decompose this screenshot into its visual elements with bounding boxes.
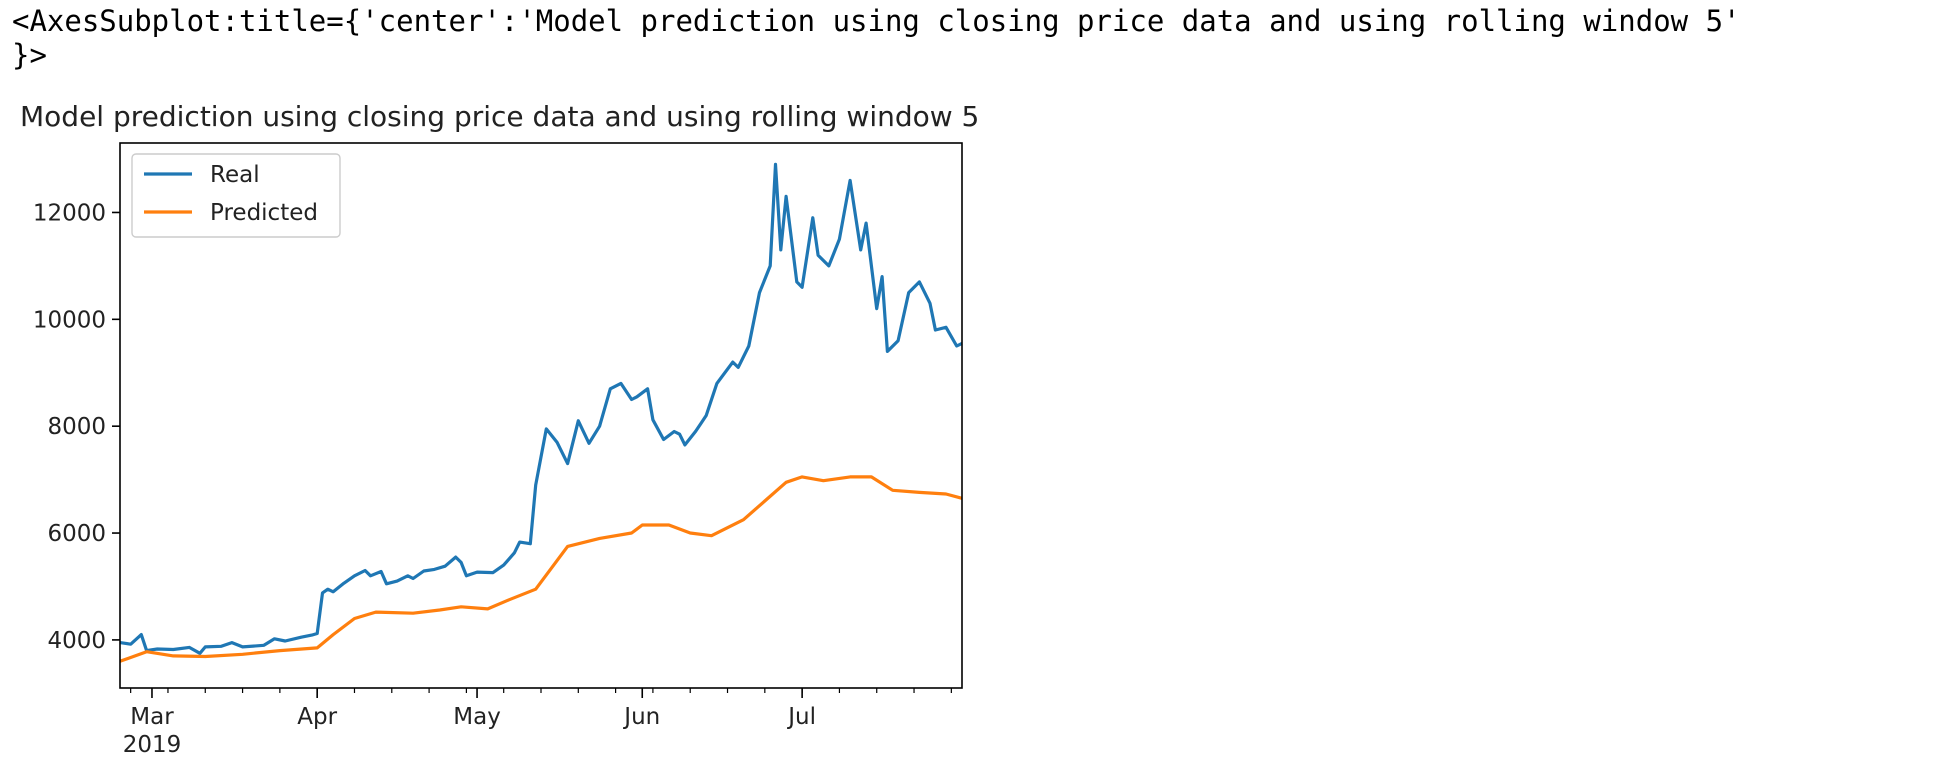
x-tick-label: May [453, 704, 501, 730]
series-layer [119, 162, 963, 663]
y-tick-label: 6000 [47, 521, 106, 547]
series-line-real [119, 162, 963, 655]
output-repr-line-1: <AxesSubplot:title={'center':'Model pred… [12, 4, 1741, 38]
output-repr-line-2: }> [12, 38, 47, 72]
output-repr: <AxesSubplot:title={'center':'Model pred… [12, 4, 1741, 72]
y-axis: 4000 6000 8000 10000 12000 [33, 200, 120, 654]
x-tick-label: Jul [786, 704, 816, 730]
y-tick-label: 8000 [47, 414, 106, 440]
x-tick-label: Apr [297, 704, 337, 730]
chart-title: Model prediction using closing price dat… [20, 100, 979, 133]
legend-label-predicted: Predicted [210, 200, 318, 226]
y-tick-label: 12000 [33, 200, 106, 226]
x-tick-label: Jun [622, 704, 660, 730]
x-tick-sublabel: 2019 [123, 732, 182, 758]
legend: Real Predicted [131, 153, 341, 238]
x-tick-label: Mar [130, 704, 174, 730]
series-line-predicted [119, 475, 963, 663]
legend-label-real: Real [210, 162, 260, 188]
y-tick-label: 10000 [33, 307, 106, 333]
y-tick-label: 4000 [47, 628, 106, 654]
